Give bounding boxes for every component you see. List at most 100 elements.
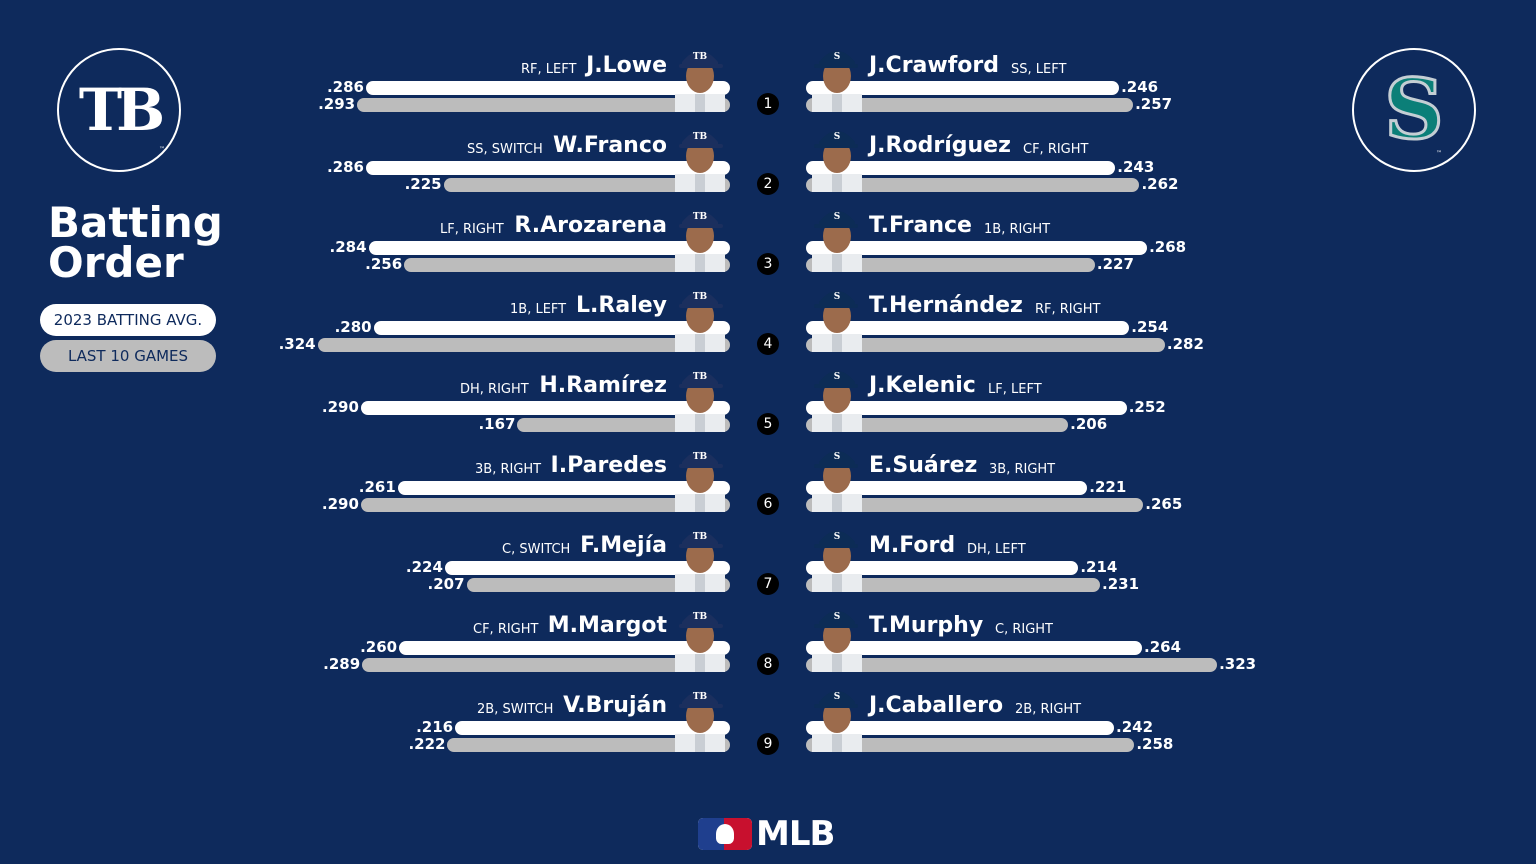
bar-last-10-games [806,578,1100,592]
player-position: RF, RIGHT [1035,302,1101,317]
bar-2023-avg [399,641,730,655]
player-headshot-icon: TB [675,611,725,672]
mlb-logo: MLB [698,814,835,854]
player-headshot-icon: S [812,451,862,512]
player-name: J.Caballero [869,693,1004,718]
batting-order-number: 2 [757,173,779,195]
mariners-logo-mark: S [1383,62,1445,158]
player-headshot-icon: TB [675,371,725,432]
batting-order-number: 4 [757,333,779,355]
data-label-2023-avg: .284 [329,238,367,256]
data-label-2023-avg: .254 [1131,318,1169,336]
player-name: W.Franco [553,133,667,158]
legend-last-10-games: LAST 10 GAMES [40,340,216,372]
bar-last-10-games [404,258,730,272]
player-headshot: TB [671,680,729,752]
player-name: J.Crawford [869,53,999,78]
player-name: T.France [869,213,972,238]
player-headshot: TB [671,40,729,112]
player-position: LF, LEFT [988,382,1042,397]
batting-order-number: 7 [757,573,779,595]
bar-2023-avg [806,161,1116,175]
player-name: H.Ramírez [539,373,667,398]
bar-last-10-games [360,498,730,512]
lineup-row: .284.256 TB R.Arozarena LF, RIGHT 3 .268 .227 S… [0,200,1536,280]
bar-last-10-games [317,338,730,352]
lineup-row: .216.222 TB V.Bruján 2B, SWITCH 9 .242.258 S J.… [0,680,1536,760]
bar-2023-avg [360,401,730,415]
player-position: C, RIGHT [995,622,1053,637]
data-label-last-10: .167 [478,415,516,433]
data-label-2023-avg: .214 [1080,558,1118,576]
data-label-last-10: .265 [1145,495,1183,513]
data-label-last-10: .324 [278,335,316,353]
bar-2023-avg [806,641,1142,655]
player-name: L.Raley [576,293,667,318]
player-headshot-icon: TB [675,131,725,192]
bar-last-10-games [443,178,730,192]
player-headshot: S [808,120,866,192]
player-name: V.Bruján [563,693,667,718]
data-label-2023-avg: .261 [358,478,396,496]
bar-2023-avg [366,161,730,175]
player-headshot-icon: S [812,291,862,352]
player-headshot: TB [671,200,729,272]
svg-text:S: S [834,452,841,462]
player-position: 2B, SWITCH [477,702,554,717]
bar-last-10-games [466,578,730,592]
player-headshot-icon: S [812,211,862,272]
player-name: M.Ford [869,533,956,558]
svg-text:TB: TB [693,692,708,702]
bar-2023-avg [806,241,1148,255]
player-position: DH, LEFT [967,542,1026,557]
svg-text:TB: TB [693,452,708,462]
player-name: F.Mejía [580,533,667,558]
data-label-2023-avg: .286 [326,158,364,176]
data-label-last-10: .206 [1070,415,1108,433]
player-headshot: S [808,360,866,432]
data-label-2023-avg: .290 [321,398,359,416]
batting-order-number: 3 [757,253,779,275]
player-headshot: S [808,520,866,592]
svg-text:S: S [834,532,841,542]
player-position: SS, LEFT [1011,62,1067,77]
player-headshot: S [808,440,866,512]
data-label-last-10: .227 [1096,255,1134,273]
lineup-row: .286.293 TB J.Lowe RF, LEFT 1 .246.257 S J.Craw… [0,40,1536,120]
player-position: 1B, RIGHT [984,222,1051,237]
player-headshot: TB [671,120,729,192]
svg-text:TB: TB [693,612,708,622]
bar-2023-avg [373,321,730,335]
player-name: T.Hernández [869,293,1023,318]
mlb-logo-icon [698,818,752,850]
player-headshot-icon: S [812,611,862,672]
data-label-last-10: .323 [1219,655,1257,673]
data-label-2023-avg: .286 [326,78,364,96]
data-label-2023-avg: .280 [334,318,372,336]
player-name: M.Margot [547,613,667,638]
data-label-last-10: .225 [404,175,442,193]
bar-2023-avg [806,481,1088,495]
player-headshot-icon: TB [675,531,725,592]
bar-2023-avg [444,561,730,575]
data-label-2023-avg: .260 [360,638,398,656]
data-label-2023-avg: .252 [1128,398,1166,416]
bar-2023-avg [366,81,730,95]
bar-last-10-games [806,658,1218,672]
batting-order-number: 8 [757,653,779,675]
data-label-last-10: .258 [1136,735,1174,753]
bar-2023-avg [806,561,1079,575]
player-position: 3B, RIGHT [475,462,542,477]
page-title: Batting Order [48,198,223,287]
player-headshot-icon: S [812,371,862,432]
bar-last-10-games [357,98,730,112]
player-position: CF, RIGHT [473,622,539,637]
player-position: 3B, RIGHT [989,462,1056,477]
data-label-last-10: .282 [1166,335,1204,353]
player-position: SS, SWITCH [467,142,543,157]
batting-order-number: 9 [757,733,779,755]
player-name: J.Kelenic [869,373,976,398]
player-headshot-icon: S [812,531,862,592]
player-headshot: S [808,600,866,672]
player-name: J.Lowe [586,53,667,78]
